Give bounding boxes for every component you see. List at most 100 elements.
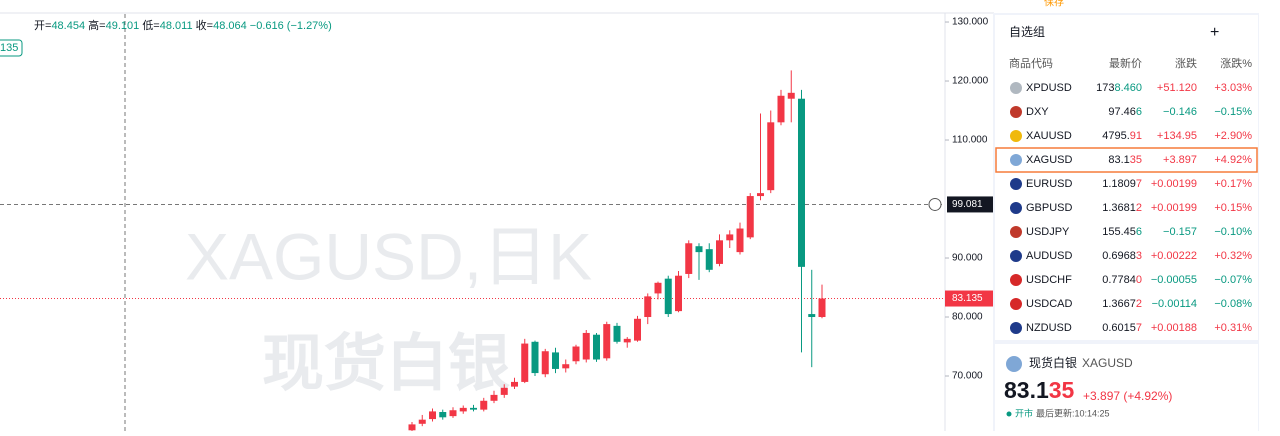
crosshair-plus <box>928 197 942 211</box>
change: −0.00114 <box>1152 298 1197 310</box>
candle-body <box>644 296 652 318</box>
quote-change: +3.897 (+4.92%) <box>1083 389 1172 403</box>
text-part: 开= <box>34 20 51 32</box>
candle-body <box>593 334 600 360</box>
price: 1738.460 <box>1096 82 1142 94</box>
text-part: 173 <box>1096 82 1114 94</box>
candle-body <box>705 249 713 270</box>
candle-body <box>685 243 693 274</box>
price: 0.60157 <box>1102 322 1142 334</box>
panel: 自选组 + 商品代码 最新价 涨跌 涨跌% XPDUSD 1738.460 +51.120 +3.… <box>995 24 1258 418</box>
text-part: 1.3681 <box>1102 202 1136 214</box>
text-part: 低= <box>142 19 159 32</box>
text-part: 4795. <box>1102 130 1130 142</box>
text-part: −0.616 (−1.27%) <box>250 20 332 32</box>
y-tick-label: 70.000 <box>952 371 983 382</box>
text-part: 收= <box>196 18 213 32</box>
symbol: DXY <box>1026 106 1049 118</box>
quote-symbol: XAGUSD <box>1082 356 1133 370</box>
price: 83.135 <box>1108 154 1142 166</box>
change-percent: −0.08% <box>1214 298 1252 310</box>
candle-body <box>480 400 488 410</box>
candle-body <box>757 193 764 197</box>
candle-body <box>449 410 457 417</box>
last-update: 最后更新:10:14:25 <box>1036 407 1110 418</box>
column-header: 商品代码 <box>1009 56 1053 70</box>
symbol-icon <box>1010 250 1022 262</box>
text-part: 0.7784 <box>1102 274 1136 286</box>
text-part: 97.46 <box>1108 106 1136 118</box>
text-part: 8.460 <box>1114 82 1142 94</box>
crosshair-label-bg <box>947 196 993 213</box>
candle-body <box>603 324 611 359</box>
text-part: 6 <box>1136 106 1142 118</box>
add-button: + <box>1210 24 1219 41</box>
candle-body <box>726 234 734 241</box>
symbol: USDJPY <box>1026 226 1070 238</box>
status-dot <box>1006 411 1012 417</box>
column-header: 最新价 <box>1109 56 1142 70</box>
change-percent: −0.10% <box>1214 226 1252 238</box>
watchlist-title: 自选组 <box>1009 25 1045 39</box>
candle-body <box>500 387 508 395</box>
candle-body <box>418 419 426 424</box>
candle-body <box>808 314 816 318</box>
change: +134.95 <box>1157 130 1197 142</box>
y-tick-label: 90.000 <box>952 253 983 264</box>
price: 155.456 <box>1102 226 1142 238</box>
toolbar <box>0 0 1280 13</box>
quote-price: 83.135 <box>1004 377 1075 403</box>
change: −0.157 <box>1163 226 1197 238</box>
symbol-icon <box>1010 130 1022 142</box>
candle-body <box>439 412 447 418</box>
candle-body <box>511 381 518 387</box>
candle-body <box>695 246 703 253</box>
candle-body <box>490 394 498 401</box>
change-percent: +0.31% <box>1214 322 1252 334</box>
column-header: 涨跌 <box>1175 56 1197 70</box>
change-percent: +0.17% <box>1214 178 1252 190</box>
candle-body <box>798 98 805 267</box>
symbol: EURUSD <box>1026 178 1073 190</box>
change-percent: +3.03% <box>1214 82 1252 94</box>
candle-body <box>552 352 559 369</box>
market-status: 开市 <box>1015 407 1033 418</box>
y-tick-label: 120.000 <box>952 76 989 87</box>
quote-name: 现货白银 <box>1029 355 1077 370</box>
watermark-name: 现货白银 <box>262 329 510 398</box>
price: 1.18097 <box>1102 178 1142 190</box>
candle-body <box>562 364 570 369</box>
symbol-icon <box>1010 226 1022 238</box>
symbol: AUDUSD <box>1026 250 1073 262</box>
symbol: USDCHF <box>1026 274 1072 286</box>
symbol-icon <box>1010 298 1022 310</box>
change-percent: +2.90% <box>1214 130 1252 142</box>
symbol: XPDUSD <box>1026 82 1072 94</box>
change-percent: −0.15% <box>1214 106 1252 118</box>
candle-body <box>623 338 631 343</box>
last-price-label: 83.135 <box>952 293 983 304</box>
candle-body <box>664 278 672 315</box>
symbol-icon <box>1010 178 1022 190</box>
text-part: 83.1 <box>1004 377 1049 403</box>
text-part: 1.1809 <box>1102 178 1136 190</box>
text-part: 48.454 <box>51 20 85 32</box>
candle-body <box>746 196 754 238</box>
candle-body <box>787 92 795 99</box>
text-part: 48.011 <box>160 20 193 32</box>
side-bar <box>1260 13 1280 431</box>
text-part: 155.45 <box>1102 226 1136 238</box>
text-part: 35 <box>1130 154 1142 166</box>
change-percent: +4.92% <box>1214 154 1252 166</box>
symbol: USDCAD <box>1026 298 1073 310</box>
text-part: 高= <box>88 18 105 32</box>
symbol: XAUUSD <box>1026 130 1072 142</box>
change: +0.00188 <box>1151 322 1197 334</box>
price: 4795.91 <box>1102 130 1142 142</box>
save-button[interactable]: 保存 <box>1044 0 1064 9</box>
text-part: 35 <box>1049 377 1075 403</box>
candle-body <box>408 424 416 431</box>
symbol: NZDUSD <box>1026 322 1072 334</box>
